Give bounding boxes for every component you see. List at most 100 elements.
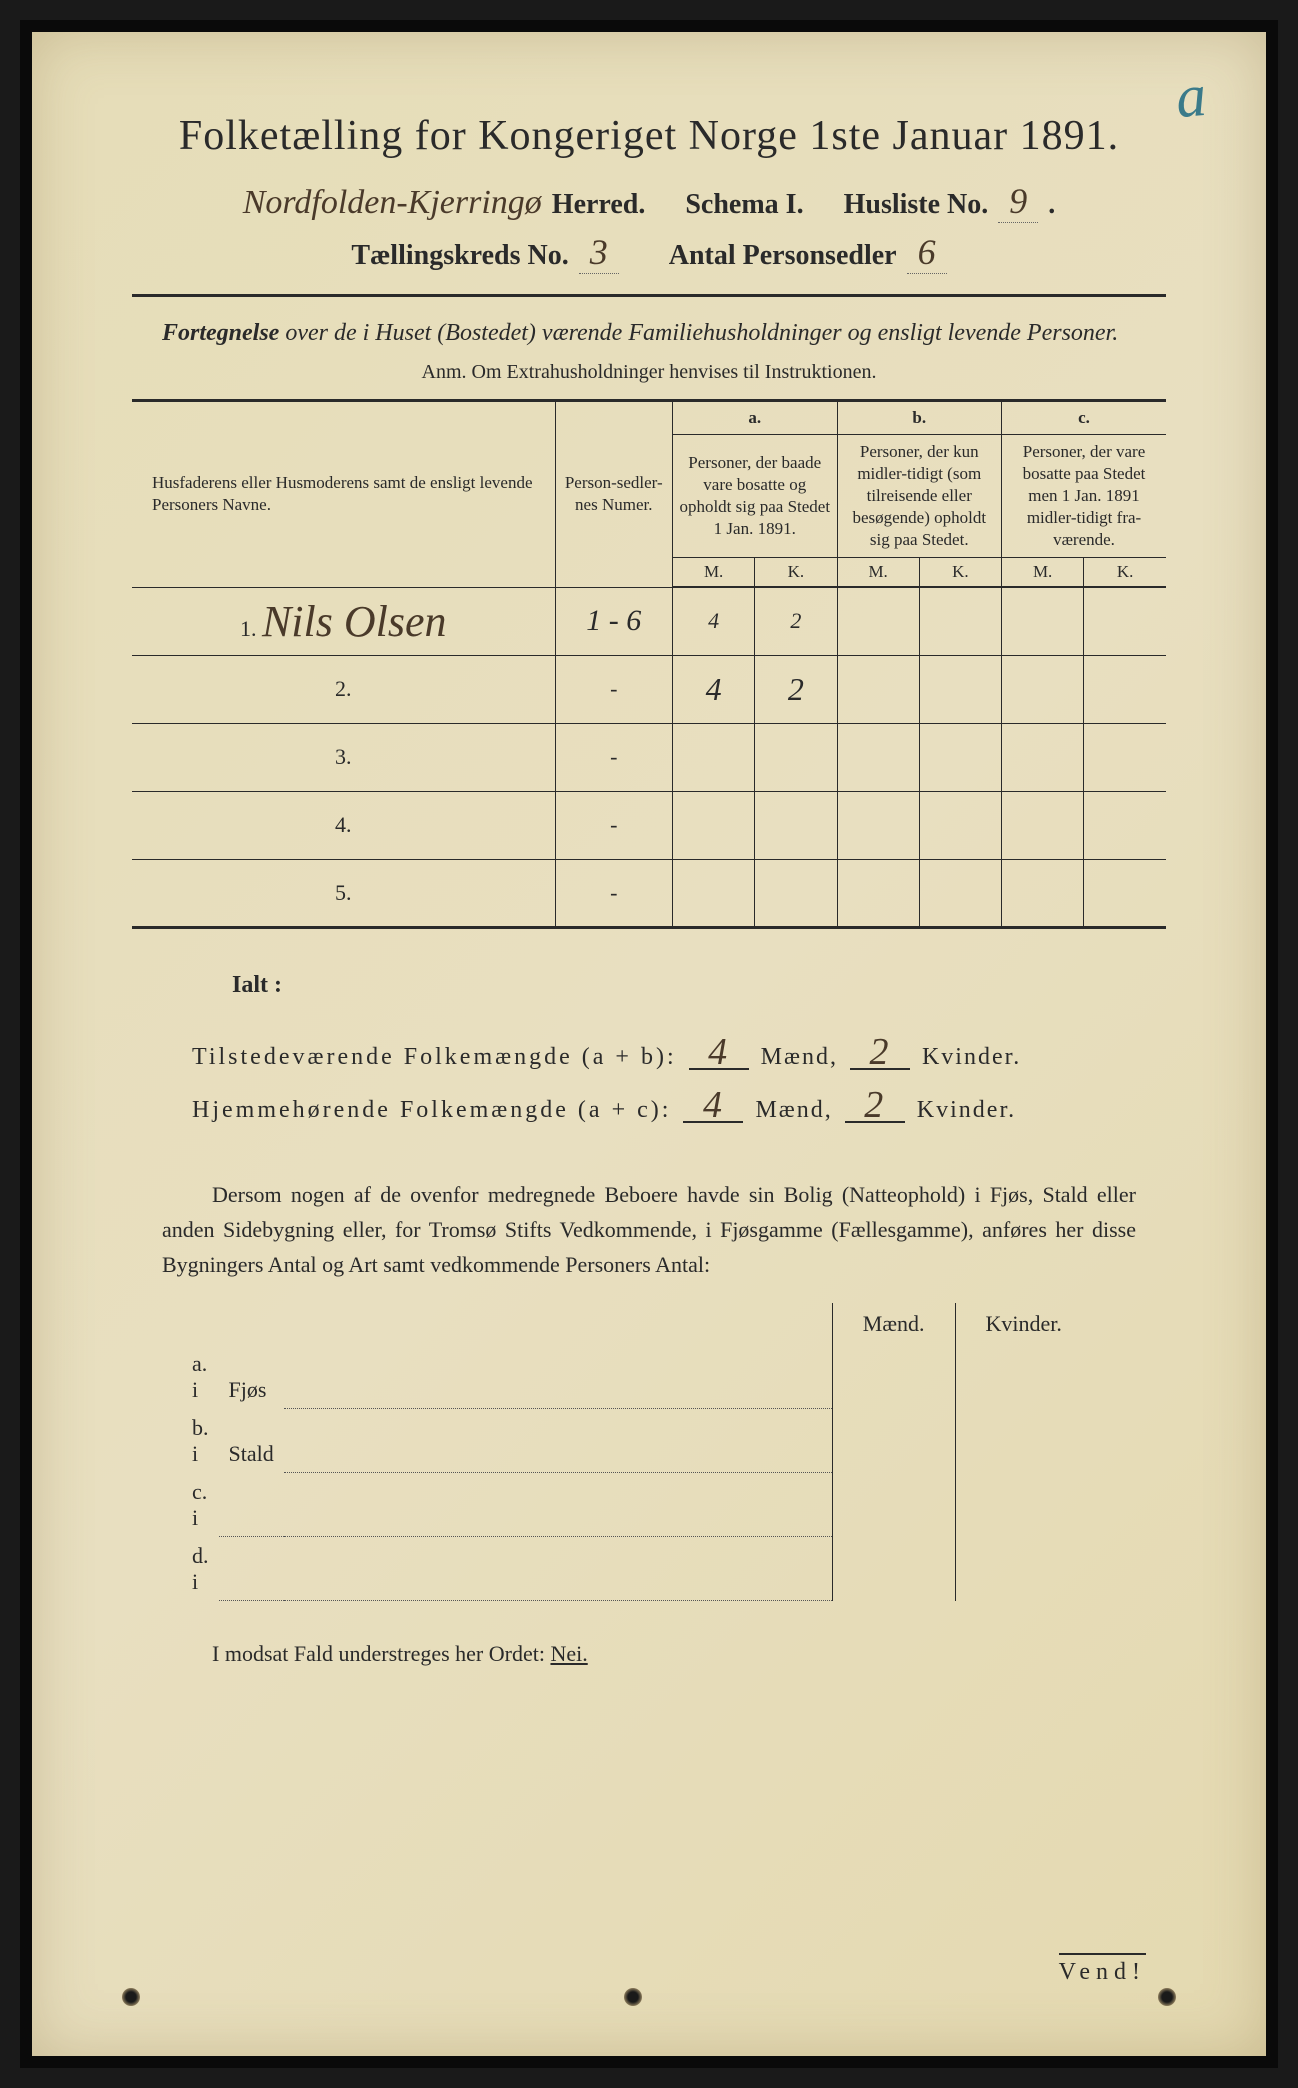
col-numer: Person-sedler-nes Numer.: [555, 400, 673, 587]
kvinder-label: Kvinder.: [917, 1084, 1016, 1137]
kreds-label: Tællingskreds No.: [351, 240, 568, 272]
bt-d: d. i: [182, 1537, 219, 1601]
totals-section: Ialt : Tilstedeværende Folkemængde (a + …: [192, 959, 1136, 1137]
hjemme-label: Hjemmehørende Folkemængde (a + c):: [192, 1084, 671, 1137]
cell-cm: [1002, 655, 1084, 723]
bt-cell: [955, 1473, 1092, 1537]
vend-label: Vend!: [1059, 1953, 1146, 1986]
cell-bk: [919, 859, 1001, 927]
bt-a-label: Fjøs: [219, 1345, 284, 1409]
kvinder-label: Kvinder.: [922, 1031, 1021, 1084]
bt-a: a. i: [182, 1345, 219, 1409]
table-row: 3. -: [132, 723, 1166, 791]
divider: [132, 294, 1166, 297]
col-c-text: Personer, der vare bosatte paa Stedet me…: [1002, 434, 1167, 557]
kreds-no: 3: [579, 231, 619, 274]
bt-cell: [955, 1409, 1092, 1473]
row-num: 4.: [335, 812, 352, 837]
col-a-text: Personer, der baade vare bosatte og opho…: [673, 434, 838, 557]
col-c-m: M.: [1002, 558, 1084, 588]
cell-am: [673, 791, 755, 859]
cell-ck: [1084, 655, 1166, 723]
page-title: Folketælling for Kongeriget Norge 1ste J…: [132, 112, 1166, 160]
bt-cell: [832, 1537, 955, 1601]
bt-cell: [832, 1345, 955, 1409]
cell-bm: [837, 587, 919, 655]
tilstede-m: 4: [689, 1037, 749, 1069]
cell-ak: [755, 723, 837, 791]
cell-bm: [837, 655, 919, 723]
cell-cm: [1002, 791, 1084, 859]
col-b-text: Personer, der kun midler-tidigt (som til…: [837, 434, 1002, 557]
personsedler-label: Antal Personsedler: [669, 240, 897, 272]
schema-label: Schema I.: [685, 189, 803, 221]
dots: [284, 1409, 833, 1473]
bt-b-label: Stald: [219, 1409, 284, 1473]
row-num: 3.: [335, 744, 352, 769]
cell-numer: -: [555, 655, 673, 723]
census-form-page: a Folketælling for Kongeriget Norge 1ste…: [20, 20, 1278, 2068]
cell-numer: -: [555, 791, 673, 859]
cell-ck: [1084, 723, 1166, 791]
col-a-m: M.: [673, 558, 755, 588]
dots: [284, 1345, 833, 1409]
cell-numer: -: [555, 723, 673, 791]
building-table: Mænd. Kvinder. a. i Fjøs b. i Stald c. i…: [182, 1303, 1092, 1602]
cell-bk: [919, 723, 1001, 791]
cell-cm: [1002, 859, 1084, 927]
nei-word: Nei.: [550, 1641, 587, 1666]
cell-ak: [755, 859, 837, 927]
census-table: Husfaderens eller Husmoderens samt de en…: [132, 399, 1166, 929]
building-paragraph: Dersom nogen af de ovenfor medregnede Be…: [162, 1177, 1136, 1283]
table-row: 1. Nils Olsen 1 - 6 4 2: [132, 587, 1166, 655]
table-row: 4. -: [132, 791, 1166, 859]
bt-cell: [955, 1537, 1092, 1601]
col-c-label: c.: [1002, 400, 1167, 434]
cell-bk: [919, 655, 1001, 723]
col-names: Husfaderens eller Husmoderens samt de en…: [132, 400, 555, 587]
annotation-note: Anm. Om Extrahusholdninger henvises til …: [132, 361, 1166, 384]
cell-numer: 1 - 6: [555, 587, 673, 655]
col-c-k: K.: [1084, 558, 1166, 588]
cell-bk: [919, 791, 1001, 859]
row-num: 2.: [335, 676, 352, 701]
cell-ck: [1084, 791, 1166, 859]
hjemme-k: 2: [845, 1090, 905, 1122]
cell-am: 4: [673, 655, 755, 723]
husliste-label: Husliste No.: [844, 189, 989, 221]
cell-numer: -: [555, 859, 673, 927]
ialt-label: Ialt :: [232, 959, 1136, 1012]
row-num: 1.: [240, 616, 257, 641]
cell-ck: [1084, 587, 1166, 655]
header-line-1: Nordfolden-Kjerringø Herred. Schema I. H…: [132, 180, 1166, 223]
table-row: 5. -: [132, 859, 1166, 927]
tilstede-k: 2: [850, 1037, 910, 1069]
col-a-label: a.: [673, 400, 838, 434]
cell-bk: [919, 587, 1001, 655]
header-line-2: Tællingskreds No. 3 Antal Personsedler 6: [132, 231, 1166, 274]
cell-bm: [837, 791, 919, 859]
col-b-label: b.: [837, 400, 1002, 434]
hjemme-m: 4: [683, 1090, 743, 1122]
dots: [219, 1537, 833, 1601]
maend-label: Mænd,: [761, 1031, 838, 1084]
col-a-k: K.: [755, 558, 837, 588]
form-subtitle: Fortegnelse Fortegnelse over de i Huset …: [162, 317, 1136, 351]
corner-annotation: a: [1173, 61, 1209, 132]
dots: [219, 1473, 833, 1537]
husliste-no: 9: [998, 180, 1038, 223]
cell-cm: [1002, 587, 1084, 655]
cell-bm: [837, 723, 919, 791]
cell-ak: 2: [755, 587, 837, 655]
cell-ck: [1084, 859, 1166, 927]
maend-label: Mænd,: [755, 1084, 832, 1137]
herred-handwritten: Nordfolden-Kjerringø: [243, 184, 542, 222]
table-row: 2. - 4 2: [132, 655, 1166, 723]
bt-kvinder: Kvinder.: [955, 1303, 1092, 1345]
bt-b: b. i: [182, 1409, 219, 1473]
bt-cell: [832, 1409, 955, 1473]
col-b-k: K.: [919, 558, 1001, 588]
cell-am: [673, 723, 755, 791]
col-b-m: M.: [837, 558, 919, 588]
tilstede-label: Tilstedeværende Folkemængde (a + b):: [192, 1031, 677, 1084]
